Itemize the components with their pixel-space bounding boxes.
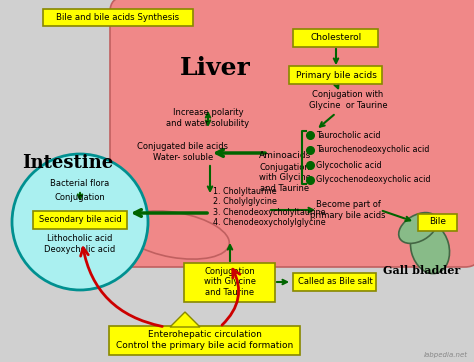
FancyBboxPatch shape (293, 29, 379, 47)
FancyBboxPatch shape (110, 0, 474, 267)
Text: Called as Bile salt: Called as Bile salt (298, 278, 373, 286)
Text: Taurochenodeoxycholic acid: Taurochenodeoxycholic acid (316, 146, 429, 155)
FancyArrowPatch shape (81, 248, 162, 327)
Text: Aminoacids: Aminoacids (259, 151, 311, 160)
Text: Taurocholic acid: Taurocholic acid (316, 130, 381, 139)
Text: labpedia.net: labpedia.net (424, 352, 468, 358)
Text: Bile: Bile (429, 218, 447, 227)
Text: Enterohepatic circulation
Control the primary bile acid formation: Enterohepatic circulation Control the pr… (117, 330, 293, 350)
Text: Become part of
primary bile acids: Become part of primary bile acids (310, 200, 386, 220)
Ellipse shape (410, 222, 449, 274)
Text: Cholesterol: Cholesterol (310, 34, 362, 42)
Text: Primary bile acids: Primary bile acids (296, 71, 376, 80)
Text: Conjugation
with Glycine
and Taurine: Conjugation with Glycine and Taurine (259, 163, 311, 193)
Ellipse shape (121, 211, 229, 259)
FancyArrowPatch shape (222, 269, 240, 325)
FancyBboxPatch shape (290, 66, 383, 84)
Text: Conjugation
with Glycine
and Taurine: Conjugation with Glycine and Taurine (204, 267, 256, 297)
FancyBboxPatch shape (293, 273, 376, 291)
FancyBboxPatch shape (419, 214, 457, 231)
Text: Lithocholic acid
Deoxycholic acid: Lithocholic acid Deoxycholic acid (45, 234, 116, 254)
Text: 1. Cholyltaurine
2. Cholylglycine
3. Chenodeoxycholyltaurine
4. Chenodeoxycholyl: 1. Cholyltaurine 2. Cholylglycine 3. Che… (213, 187, 326, 227)
FancyBboxPatch shape (33, 211, 128, 229)
Circle shape (12, 154, 148, 290)
Ellipse shape (399, 212, 438, 243)
Text: Increase polarity
and water solubility: Increase polarity and water solubility (166, 108, 250, 128)
Text: Bile and bile acids Synthesis: Bile and bile acids Synthesis (56, 13, 180, 21)
FancyBboxPatch shape (109, 325, 301, 354)
Text: Conjugated bile acids
Water- soluble: Conjugated bile acids Water- soluble (137, 142, 228, 162)
FancyBboxPatch shape (184, 262, 275, 302)
Text: Gall bladder: Gall bladder (383, 265, 461, 275)
FancyBboxPatch shape (43, 8, 193, 25)
Text: Secondary bile acid: Secondary bile acid (38, 215, 121, 224)
Text: Glycocholic acid: Glycocholic acid (316, 160, 382, 169)
Text: Glycochenodeoxycholic acid: Glycochenodeoxycholic acid (316, 176, 430, 185)
Text: Liver: Liver (180, 56, 250, 80)
Polygon shape (170, 312, 200, 327)
Text: Intestine: Intestine (22, 154, 114, 172)
Text: Conjugation with
Glycine  or Taurine: Conjugation with Glycine or Taurine (309, 90, 387, 110)
Text: Conjugation: Conjugation (55, 194, 105, 202)
Text: Bacterial flora: Bacterial flora (50, 178, 109, 188)
